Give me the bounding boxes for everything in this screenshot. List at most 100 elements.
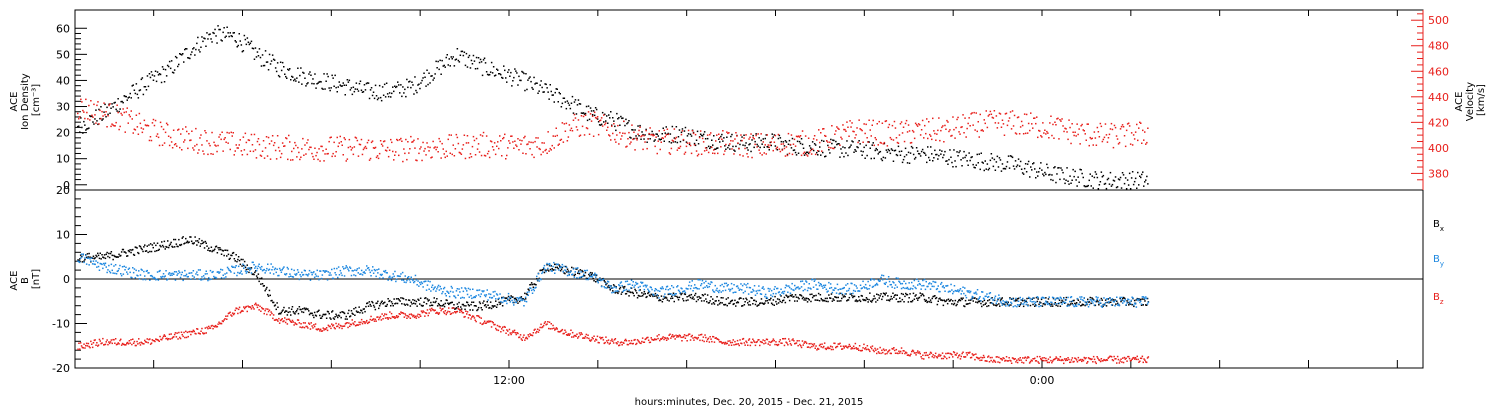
bx-series-point xyxy=(855,299,857,301)
velocity-series-point xyxy=(463,134,466,136)
bx-series-point xyxy=(242,258,244,261)
by-series-point xyxy=(725,282,728,285)
velocity-series-point xyxy=(1126,123,1129,125)
by-series-point xyxy=(1087,300,1089,303)
density-series-point xyxy=(973,166,975,169)
bx-series-point xyxy=(791,294,793,296)
bx-series-point xyxy=(474,305,476,307)
by-series-point xyxy=(78,261,80,263)
bx-series-point xyxy=(167,240,169,242)
bx-series-point xyxy=(724,303,727,306)
by-series-point xyxy=(753,290,755,292)
density-series-point xyxy=(96,120,98,122)
bx-series-point xyxy=(936,303,939,306)
bx-series-point xyxy=(1080,305,1082,307)
density-series-point xyxy=(532,88,534,90)
velocity-series-point xyxy=(1002,123,1005,125)
velocity-series-point xyxy=(967,122,969,125)
density-series-point xyxy=(486,73,489,76)
density-series-point xyxy=(823,140,825,142)
bx-series-point xyxy=(940,299,943,301)
bx-series-point xyxy=(652,295,654,298)
density-series-point xyxy=(1014,160,1017,162)
by-series-point xyxy=(624,289,626,292)
velocity-series-point xyxy=(833,147,835,150)
density-series-point xyxy=(264,50,267,52)
density-series-point xyxy=(102,118,104,120)
by-series-point xyxy=(1099,302,1102,304)
bz-series-point xyxy=(135,344,137,347)
by-series-point xyxy=(469,288,471,291)
velocity-series-point xyxy=(1024,132,1027,135)
density-series-point xyxy=(1123,182,1126,185)
bx-series-point xyxy=(929,299,932,301)
bx-series-point xyxy=(284,311,286,313)
by-series-point xyxy=(812,286,815,288)
density-series-point xyxy=(494,74,497,76)
bz-series-point xyxy=(232,313,235,316)
velocity-series-point xyxy=(193,149,195,151)
velocity-series-point xyxy=(1057,117,1059,120)
velocity-series-point xyxy=(787,132,790,135)
density-series-point xyxy=(1060,167,1062,169)
velocity-series-point xyxy=(930,135,932,137)
by-series-point xyxy=(994,295,997,297)
bx-series-point xyxy=(845,293,847,295)
by-series-point xyxy=(528,291,530,293)
bx-series-point xyxy=(398,299,400,301)
bx-series-point xyxy=(999,299,1002,301)
density-series-point xyxy=(329,89,331,92)
velocity-series-point xyxy=(569,129,572,132)
velocity-series-point xyxy=(172,129,175,131)
velocity-series-point xyxy=(1071,123,1073,125)
bx-series-point xyxy=(885,292,887,294)
by-series-point xyxy=(208,277,210,279)
bz-series-point xyxy=(255,304,258,306)
bx-series-point xyxy=(396,302,399,305)
density-series-point xyxy=(1008,167,1011,169)
velocity-series-point xyxy=(713,149,715,151)
velocity-series-point xyxy=(407,141,409,143)
density-series-point xyxy=(849,146,851,148)
velocity-series-point xyxy=(288,134,290,137)
bx-series-point xyxy=(441,305,443,307)
by-series-point xyxy=(588,277,590,279)
density-series-point xyxy=(230,35,232,37)
by-series-point xyxy=(600,285,603,288)
density-series-point xyxy=(882,156,885,159)
by-series-point xyxy=(1068,304,1070,307)
velocity-series-point xyxy=(651,133,653,136)
bx-series-point xyxy=(812,295,815,297)
velocity-series-point xyxy=(1090,138,1092,140)
velocity-series-point xyxy=(714,152,716,155)
velocity-series-point xyxy=(1053,137,1055,139)
velocity-series-point xyxy=(627,138,629,140)
by-series-point xyxy=(321,274,324,276)
bx-series-point xyxy=(957,301,959,303)
bx-series-point xyxy=(419,297,422,299)
bx-series-point xyxy=(817,299,819,301)
bx-series-point xyxy=(1121,299,1123,301)
bx-series-point xyxy=(649,295,652,297)
by-series-point xyxy=(190,272,193,274)
velocity-series-point xyxy=(647,138,649,140)
by-series-point xyxy=(465,288,467,290)
by-series-point xyxy=(837,289,839,291)
density-series-point xyxy=(898,150,901,153)
velocity-series-point xyxy=(415,159,417,161)
velocity-series-point xyxy=(962,114,964,116)
by-series-point xyxy=(497,298,500,300)
velocity-series-point xyxy=(698,136,701,139)
bx-series-point xyxy=(792,296,794,298)
density-series-point xyxy=(932,160,934,162)
velocity-series-point xyxy=(1124,145,1127,148)
bx-series-point xyxy=(807,298,810,300)
bz-series-point xyxy=(96,342,98,344)
velocity-series-point xyxy=(468,156,471,159)
bx-series-point xyxy=(167,246,170,249)
bx-series-point xyxy=(951,303,953,305)
by-series-point xyxy=(547,267,549,270)
by-series-point xyxy=(992,299,994,301)
velocity-series-point xyxy=(434,146,436,148)
